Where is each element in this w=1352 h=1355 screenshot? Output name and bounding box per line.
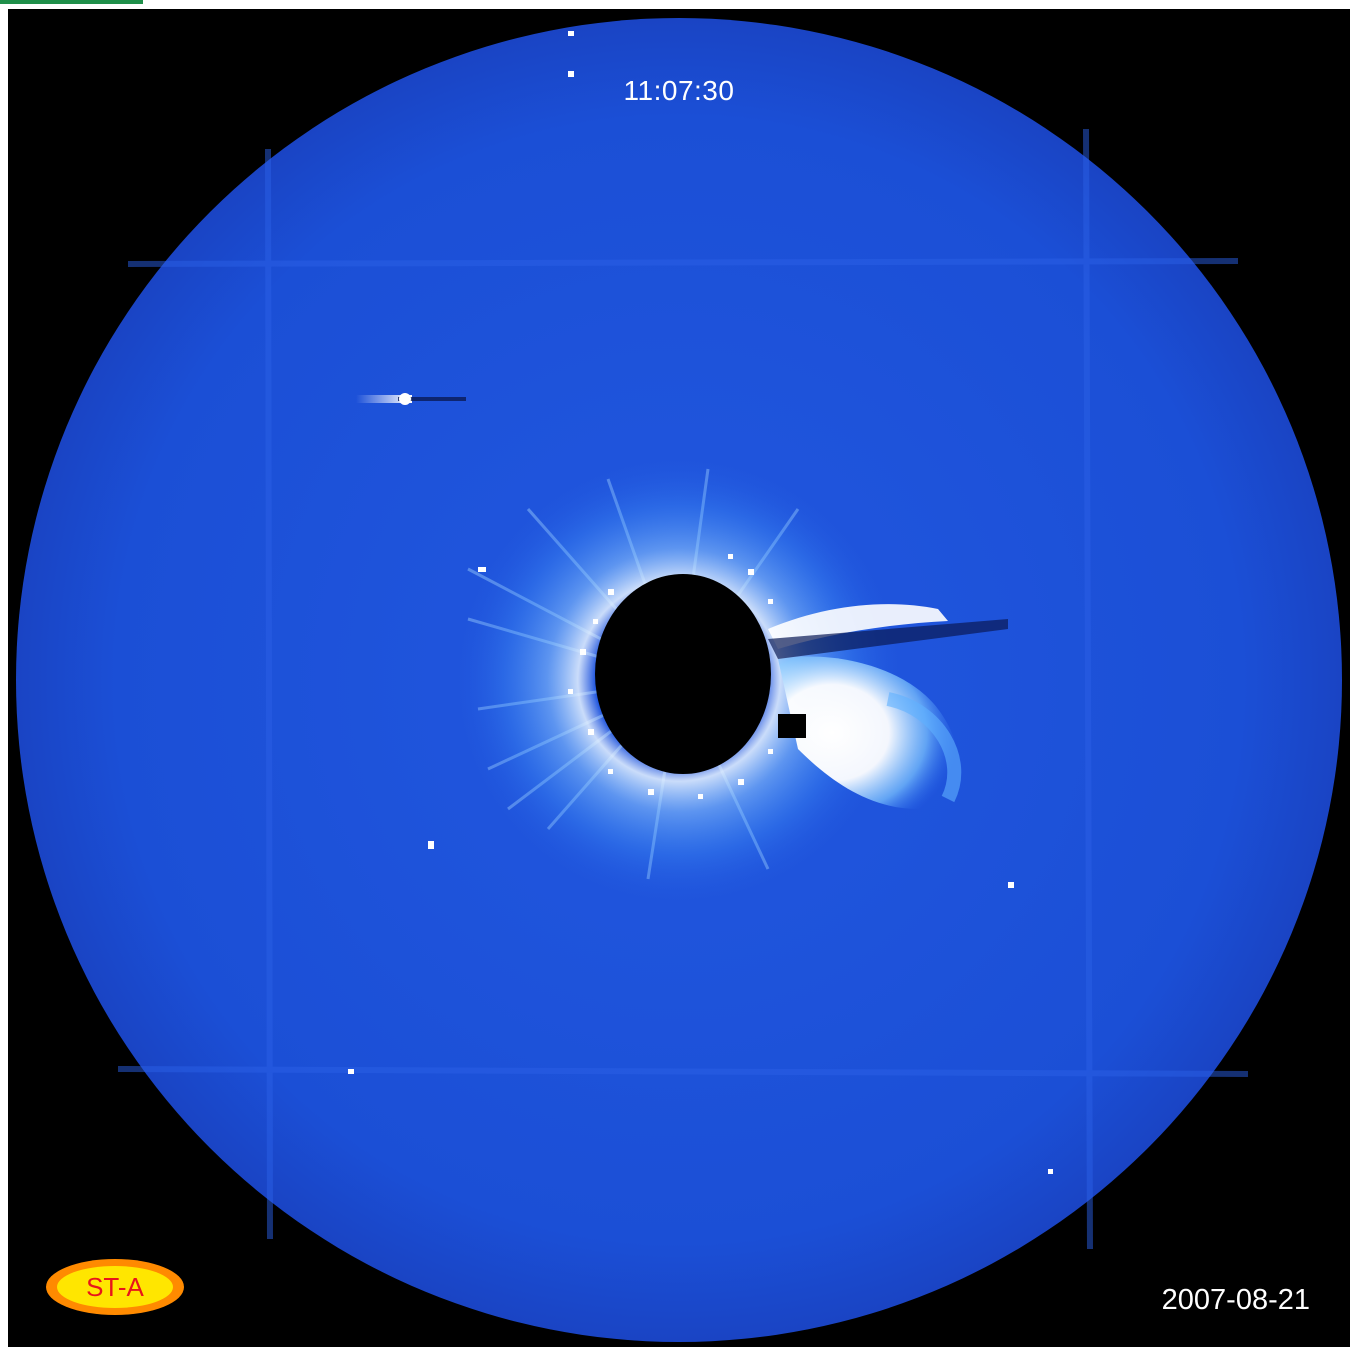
badge-ellipse (46, 1259, 184, 1315)
spacecraft-badge: ST-A (44, 1257, 186, 1317)
noise-speckles (348, 31, 1053, 1174)
planet-streak (356, 393, 466, 405)
occulter-disk (595, 574, 771, 774)
occulter-notch (778, 714, 806, 738)
corner-mark (0, 0, 143, 4)
timestamp-label: 11:07:30 (623, 75, 735, 106)
spacecraft-badge-label: ST-A (86, 1272, 144, 1302)
cme-ejecta (768, 604, 1008, 809)
date-label: 2007-08-21 (1161, 1284, 1310, 1316)
coronagraph-view (16, 18, 1342, 1342)
coronagraph-frame: 11:07:30 2007-08-21 ST-A (8, 9, 1350, 1347)
instrument-grid (117, 128, 1249, 1250)
